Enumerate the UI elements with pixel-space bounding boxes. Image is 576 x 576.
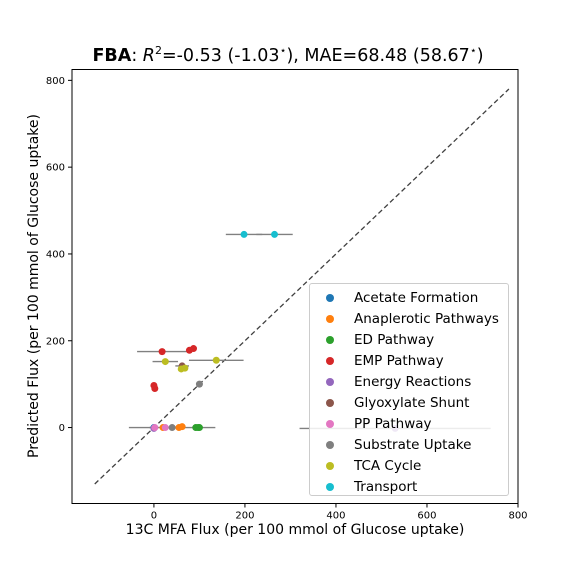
title-bold-prefix: FBA (92, 45, 132, 66)
x-tick-label: 200 (235, 511, 254, 522)
legend-marker-emp-pathway (326, 356, 334, 365)
point-substrate-uptake (168, 424, 176, 432)
legend-marker-energy-reactions (326, 377, 334, 386)
legend-item-energy-reactions: Energy Reactions (310, 371, 508, 392)
title-star-1: ⋆ (279, 44, 287, 57)
legend-item-glyoxylate-shunt: Glyoxylate Shunt (310, 392, 508, 413)
legend-marker-ed-pathway (326, 335, 334, 344)
point-substrate-uptake (195, 380, 203, 388)
title-mae-text: ), MAE=68.48 (58.67 (286, 45, 470, 66)
legend-label: Energy Reactions (354, 373, 472, 390)
legend-item-emp-pathway: EMP Pathway (310, 350, 508, 371)
x-tick-label: 600 (417, 511, 436, 522)
point-emp-pathway (190, 345, 198, 353)
legend-label: EMP Pathway (354, 352, 444, 369)
legend-item-tca-cycle: TCA Cycle (310, 455, 508, 476)
legend-marker-pp-pathway (326, 419, 334, 428)
point-anaplerotic-pathways (178, 423, 186, 431)
point-emp-pathway (158, 348, 166, 356)
x-axis-label: 13C MFA Flux (per 100 mmol of Glucose up… (125, 522, 465, 538)
y-axis-label: Predicted Flux (per 100 mmol of Glucose … (26, 114, 42, 458)
y-tick-label: 600 (46, 163, 65, 174)
point-emp-pathway (151, 384, 159, 392)
legend-label: Glyoxylate Shunt (354, 394, 470, 411)
legend-label: Anaplerotic Pathways (354, 310, 499, 327)
legend-item-transport: Transport (310, 476, 508, 497)
legend-marker-substrate-uptake (326, 440, 334, 449)
legend-item-ed-pathway: ED Pathway (310, 329, 508, 350)
y-tick-label: 0 (59, 423, 65, 434)
point-tca-cycle (212, 356, 220, 364)
identity-line (94, 88, 510, 485)
legend-marker-transport (326, 482, 334, 491)
legend-label: PP Pathway (354, 415, 432, 432)
point-transport (240, 230, 248, 238)
point-pp-pathway (161, 424, 169, 432)
legend-item-acetate-formation: Acetate Formation (310, 287, 508, 308)
x-tick-label: 0 (151, 511, 157, 522)
legend-label: Substrate Uptake (354, 436, 472, 453)
y-tick-label: 200 (46, 336, 65, 347)
x-tick-label: 800 (508, 511, 527, 522)
legend-marker-tca-cycle (326, 461, 334, 470)
legend-item-anaplerotic-pathways: Anaplerotic Pathways (310, 308, 508, 329)
point-ed-pathway (195, 424, 203, 432)
point-pp-pathway (151, 424, 159, 432)
legend-marker-acetate-formation (326, 293, 334, 302)
legend-label: TCA Cycle (354, 457, 422, 474)
legend-item-pp-pathway: PP Pathway (310, 413, 508, 434)
legend-marker-glyoxylate-shunt (326, 398, 334, 407)
x-tick-label: 400 (326, 511, 345, 522)
title-separator: : (131, 45, 143, 66)
legend-label: Acetate Formation (354, 289, 479, 306)
point-tca-cycle (181, 364, 189, 372)
title-r2-value: =-0.53 (-1.03 (161, 45, 280, 66)
legend-marker-anaplerotic-pathways (326, 314, 334, 323)
point-tca-cycle (161, 358, 169, 366)
y-tick-label: 800 (46, 76, 65, 87)
legend: Acetate Formation Anaplerotic Pathways ED … (309, 283, 509, 496)
point-transport (271, 230, 279, 238)
legend-label: Transport (354, 478, 418, 495)
title-r-symbol: R (142, 45, 155, 66)
legend-label: ED Pathway (354, 331, 435, 348)
title-r-exponent: 2 (154, 44, 162, 57)
legend-item-substrate-uptake: Substrate Uptake (310, 434, 508, 455)
title-end: ) (476, 45, 484, 66)
title-star-2: ⋆ (469, 44, 477, 57)
plot-frame (71, 69, 519, 504)
chart-title: FBA: R2=-0.53 (-1.03⋆), MAE=68.48 (58.67… (0, 44, 576, 66)
y-tick-label: 400 (46, 249, 65, 260)
